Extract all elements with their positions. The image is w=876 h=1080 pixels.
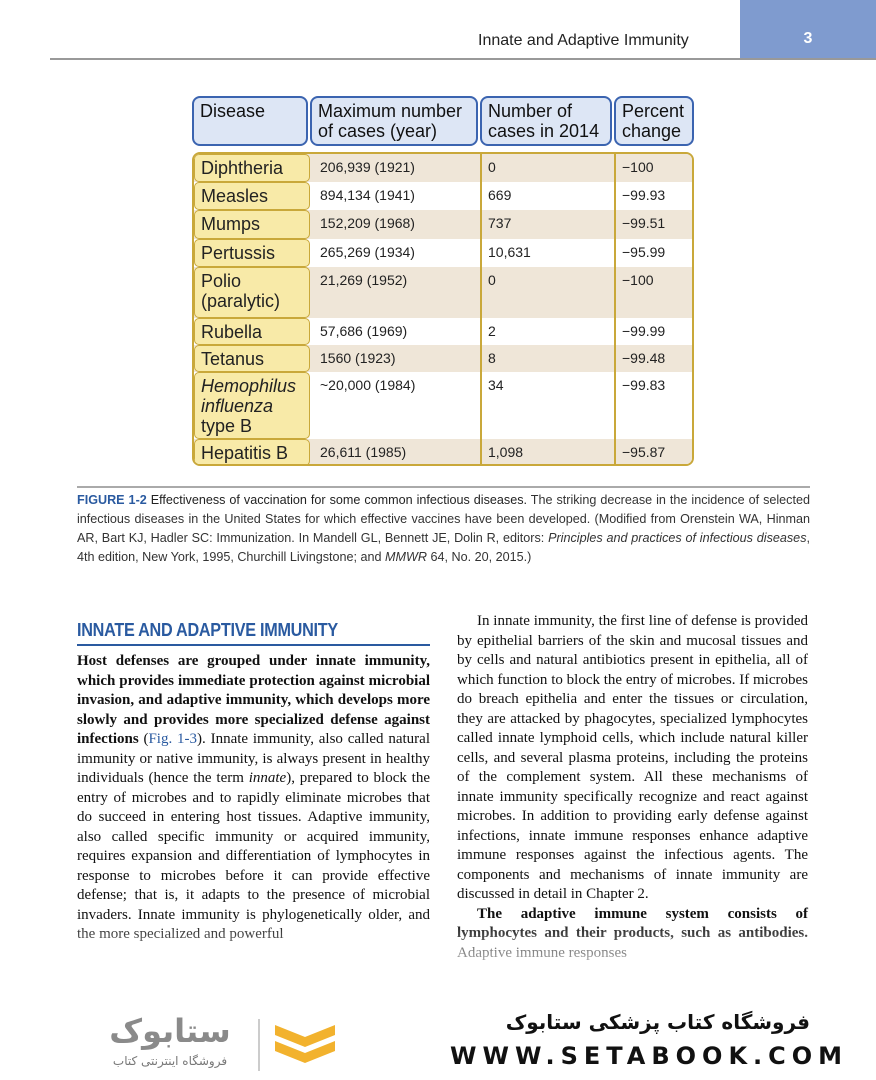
text-run: Fig. 1-3 bbox=[148, 731, 198, 747]
table-cell: 10,631 bbox=[488, 244, 531, 260]
fade-overlay bbox=[0, 920, 876, 1000]
table-header: Disease Maximum number of cases (year) Num… bbox=[192, 96, 694, 148]
text-run: Hemophilus influenza bbox=[201, 376, 297, 416]
table-cell: ~20,000 (1984) bbox=[320, 377, 416, 393]
table-cell: −100 bbox=[622, 159, 654, 175]
disease-cell: Hemophilus influenza type B bbox=[194, 372, 310, 439]
header-rule bbox=[50, 58, 876, 60]
running-title: Innate and Adaptive Immunity bbox=[478, 32, 689, 49]
table-row: Tetanus 1560 (1923) 8 −99.48 bbox=[194, 345, 692, 372]
disease-cell: Measles bbox=[194, 182, 310, 210]
paragraph: In innate immunity, the first line of de… bbox=[457, 612, 808, 905]
table-cell: 26,611 (1985) bbox=[320, 444, 407, 460]
table-row: Pertussis 265,269 (1934) 10,631 −95.99 bbox=[194, 239, 692, 267]
table-row: Rubella 57,686 (1969) 2 −99.99 bbox=[194, 318, 692, 345]
figure-caption: FIGURE 1-2 Effectiveness of vaccination … bbox=[77, 491, 810, 567]
disease-cell: Tetanus bbox=[194, 345, 310, 372]
paragraph: Host defenses are grouped under innate i… bbox=[77, 652, 430, 945]
table-cell: −99.48 bbox=[622, 350, 666, 366]
header-cell: Disease bbox=[192, 96, 308, 146]
disease-cell: Polio (paralytic) bbox=[194, 267, 310, 318]
table-cell: 152,209 (1968) bbox=[320, 215, 415, 231]
table-cell: −99.93 bbox=[622, 187, 666, 203]
page-number: 3 bbox=[803, 30, 813, 47]
table-row: Hemophilus influenza type B ~20,000 (1984… bbox=[194, 372, 692, 439]
table-cell: 34 bbox=[488, 377, 504, 393]
header-cell: Number of cases in 2014 bbox=[480, 96, 612, 146]
disease-cell: Hepatitis B bbox=[194, 439, 310, 464]
table-cell: −99.99 bbox=[622, 323, 666, 339]
text-run: ), prepared to block the entry of microb… bbox=[77, 770, 431, 942]
text-column: In innate immunity, the first line of de… bbox=[457, 612, 808, 963]
table-body: Diphtheria 206,939 (1921) 0 −100 Measles 894,… bbox=[192, 152, 694, 466]
text-run: Tetanus bbox=[201, 349, 265, 369]
table-cell: −99.51 bbox=[622, 215, 666, 231]
text-run: Diphtheria bbox=[201, 158, 284, 178]
text-run: Effectiveness of vaccination for some co… bbox=[146, 493, 528, 507]
column-rule bbox=[614, 154, 616, 464]
table-row: Measles 894,134 (1941) 669 −99.93 bbox=[194, 182, 692, 210]
text-run: , 4th edition, New York, 1995, Churchill… bbox=[77, 531, 810, 564]
heading-rule bbox=[77, 644, 430, 646]
disease-cell: Rubella bbox=[194, 318, 310, 345]
table-cell: −99.83 bbox=[622, 377, 666, 393]
text-run: Pertussis bbox=[201, 243, 276, 263]
table-cell: 2 bbox=[488, 323, 496, 339]
table-cell: 0 bbox=[488, 272, 496, 288]
table-cell: 57,686 (1969) bbox=[320, 323, 408, 339]
table-cell: 0 bbox=[488, 159, 496, 175]
logo-mark bbox=[258, 1019, 335, 1071]
text-run: innate bbox=[248, 770, 287, 786]
table-row: Hepatitis B 26,611 (1985) 1,098 −95.87 bbox=[194, 439, 692, 464]
table-cell: 669 bbox=[488, 187, 512, 203]
footer-area bbox=[0, 995, 876, 1080]
table-cell: −95.99 bbox=[622, 244, 666, 260]
caption-rule bbox=[77, 486, 810, 488]
table-cell: 21,269 (1952) bbox=[320, 272, 408, 288]
text-run: Polio (paralytic) bbox=[201, 271, 281, 311]
disease-cell: Pertussis bbox=[194, 239, 310, 267]
text-run: MMWR bbox=[385, 550, 428, 564]
text-run: The striking decrease in the incidence o… bbox=[77, 493, 810, 545]
table-cell: −100 bbox=[622, 272, 654, 288]
header-cell: Percent change bbox=[614, 96, 694, 146]
logo-text: ستابوک bbox=[109, 1012, 231, 1050]
text-run: 64, No. 20, 2015.) bbox=[427, 550, 532, 564]
disease-cell: Diphtheria bbox=[194, 154, 310, 182]
text-run: FIGURE 1-2 bbox=[77, 493, 147, 507]
store-name: فروشگاه کتاب پزشکی ستابوک bbox=[505, 1010, 810, 1034]
table-cell: 894,134 (1941) bbox=[320, 187, 415, 203]
column-rule bbox=[480, 154, 482, 464]
table-cell: 737 bbox=[488, 215, 512, 231]
header-cell: Maximum number of cases (year) bbox=[310, 96, 478, 146]
table-cell: −95.87 bbox=[622, 444, 666, 460]
text-run: Rubella bbox=[201, 322, 263, 342]
text-run: Principles and practices of infectious d… bbox=[548, 531, 807, 545]
text-run: ). Innate immunity, also called natural … bbox=[77, 731, 430, 786]
table-cell: 1,098 bbox=[488, 444, 524, 460]
logo-chevron bbox=[275, 1025, 335, 1047]
text-column: Host defenses are grouped under innate i… bbox=[77, 652, 430, 945]
section-heading: INNATE AND ADAPTIVE IMMUNITY bbox=[77, 620, 338, 640]
table-row: Polio (paralytic) 21,269 (1952) 0 −100 bbox=[194, 267, 692, 318]
table-cell: 1560 (1923) bbox=[320, 350, 396, 366]
text-run: Host defenses are grouped under innate i… bbox=[77, 653, 430, 747]
table-row: Mumps 152,209 (1968) 737 −99.51 bbox=[194, 210, 692, 239]
store-url: WWW.SETABOOK.COM bbox=[450, 1042, 849, 1070]
text-run: ( bbox=[138, 731, 149, 747]
logo-subtitle: فروشگاه اینترنتی کتاب bbox=[112, 1054, 228, 1068]
logo-chevron bbox=[275, 1041, 335, 1063]
table-row: Diphtheria 206,939 (1921) 0 −100 bbox=[194, 154, 692, 182]
disease-cell: Mumps bbox=[194, 210, 310, 239]
text-run: In innate immunity, the first line of de… bbox=[457, 613, 808, 902]
table-cell: 265,269 (1934) bbox=[320, 244, 415, 260]
text-run: Measles bbox=[201, 186, 269, 206]
text-run: type B bbox=[201, 416, 253, 436]
header-box bbox=[740, 0, 876, 58]
text-run: Mumps bbox=[201, 214, 261, 234]
table-cell: 8 bbox=[488, 350, 496, 366]
text-run: Hepatitis B bbox=[201, 443, 289, 463]
table-cell: 206,939 (1921) bbox=[320, 159, 415, 175]
